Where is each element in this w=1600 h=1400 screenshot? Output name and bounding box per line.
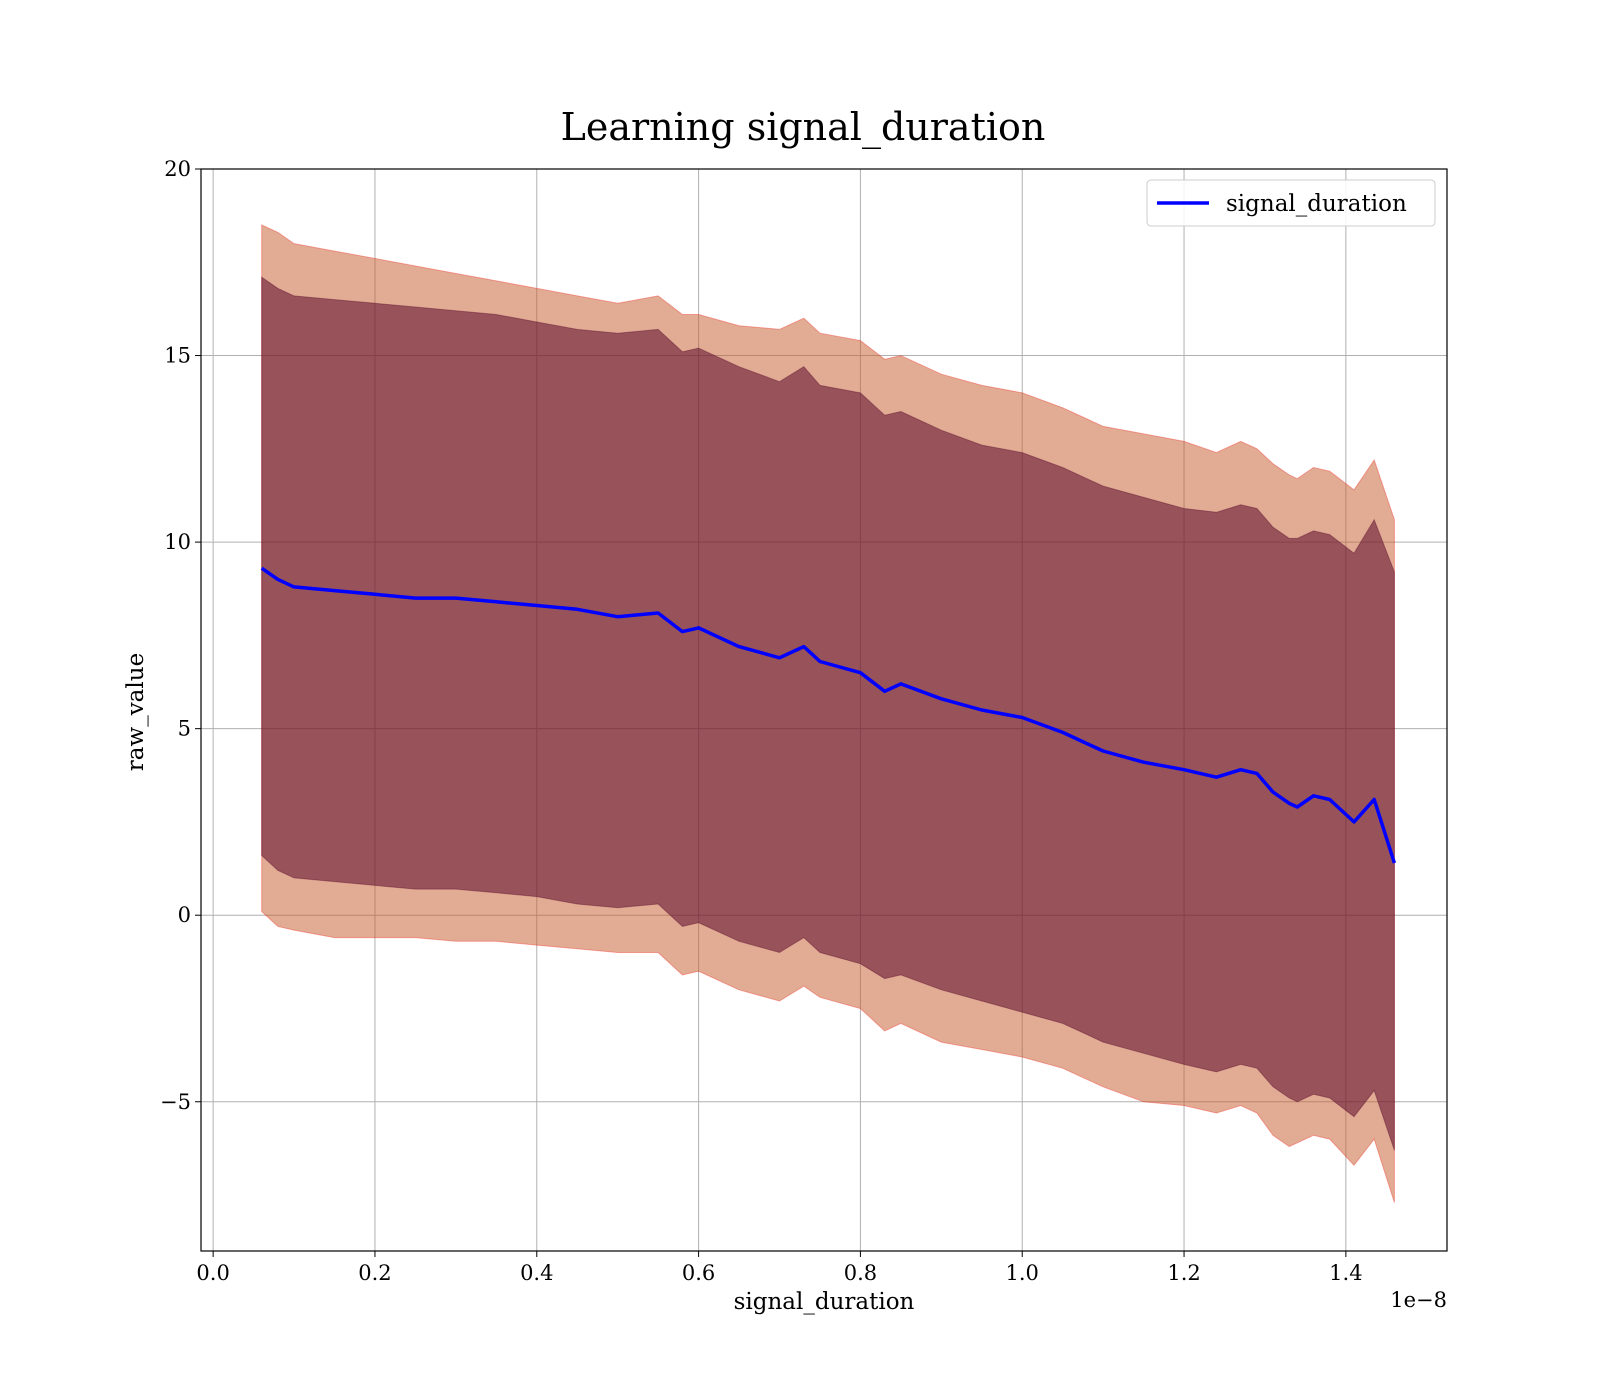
y-axis-ticks: −5 0 5 10 15 20	[160, 157, 201, 1114]
y-tick-label: 20	[164, 157, 191, 181]
series-line-signal-duration	[260, 566, 1397, 864]
series-lines	[260, 566, 1397, 864]
x-tick-label: 0.2	[358, 1261, 391, 1285]
x-tick-label: 0.6	[682, 1261, 715, 1285]
legend: signal_duration	[1146, 179, 1436, 227]
y-tick-label: 10	[164, 530, 191, 554]
x-axis-label: signal_duration	[734, 1289, 915, 1315]
legend-box	[1146, 179, 1436, 227]
x-tick-label: 0.0	[196, 1261, 229, 1285]
x-axis-ticks: 0.0 0.2 0.4 0.6 0.8 1.0 1.2 1.4	[196, 1251, 1363, 1285]
y-tick-label: 0	[178, 903, 191, 927]
x-tick-label: 1.4	[1329, 1261, 1362, 1285]
confidence-bands	[261, 224, 1395, 1203]
legend-label: signal_duration	[1226, 191, 1407, 217]
x-tick-label: 0.8	[844, 1261, 877, 1285]
y-tick-label: 15	[164, 344, 191, 368]
x-axis-offset-label: 1e−8	[1390, 1288, 1447, 1312]
x-tick-label: 1.0	[1006, 1261, 1039, 1285]
x-tick-label: 0.4	[520, 1261, 553, 1285]
y-axis-label: raw_value	[123, 653, 149, 771]
chart-title: Learning signal_duration	[561, 105, 1046, 150]
band-inner	[261, 276, 1395, 1151]
y-tick-label: 5	[178, 717, 191, 741]
plot-frame	[200, 168, 1448, 1252]
y-tick-label: −5	[160, 1090, 191, 1114]
x-tick-label: 1.2	[1167, 1261, 1200, 1285]
